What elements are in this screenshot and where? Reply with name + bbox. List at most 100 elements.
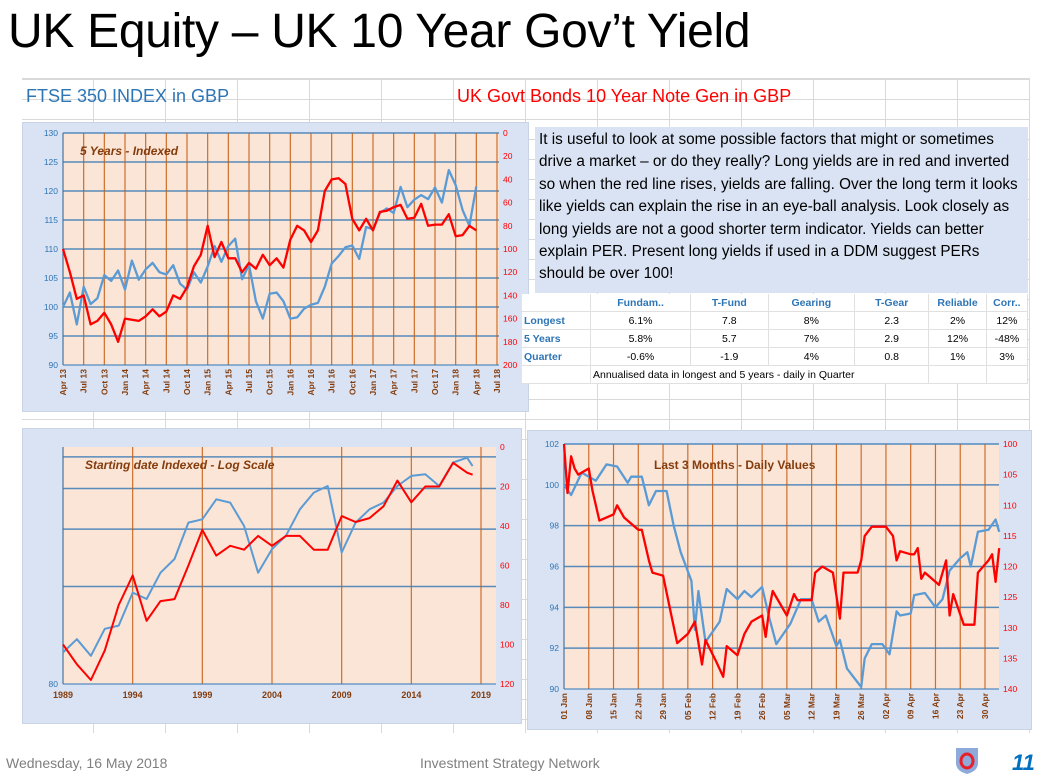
chart-log-scale: 1989 1994 1999 2004 2009 2014 2019 80 0 20 40 60 80 1… [22,428,522,724]
left-tick-label: 98 [550,521,560,531]
row-label: Quarter [522,347,591,366]
x-tick-label: 2009 [332,690,352,700]
table-row: 5 Years 5.8% 5.7 7% 2.9 12% -48% [522,329,1029,348]
x-tick-label: Jul 14 [161,369,171,393]
slide-title: UK Equity – UK 10 Year Gov’t Yield [8,5,751,58]
x-tick-label: Oct 15 [265,369,275,395]
x-tick-label: 12 Feb [708,693,718,720]
table-cell: 7% [768,329,856,348]
table-cell: -0.6% [590,347,692,366]
right-tick-label: 135 [1003,653,1017,663]
right-tick-label: 140 [1003,684,1017,694]
table-cell: 2.3 [854,311,930,330]
table-cell: 7.8 [690,311,769,330]
right-tick-label: 0 [500,442,505,452]
chart-5-years-svg: Apr 13 Jul 13 Oct 13 Jan 14 Apr 14 Jul 14 Oct … [44,128,518,396]
right-tick-label: 120 [503,267,517,277]
left-tick-label: 102 [545,439,559,449]
column-header: Corr.. [986,294,1029,312]
bond-yield-series-line [562,443,1001,678]
table-row: Quarter -0.6% -1.9 4% 0.8 1% 3% [522,347,1029,366]
right-tick-label: 180 [503,337,517,347]
equity-series-line [61,168,478,326]
x-tick-label: Jul 17 [409,369,419,393]
bond-yield-series-line [61,177,477,343]
stats-table: Fundam.. T-Fund Gearing T-Gear Reliable … [522,294,1029,384]
x-tick-label: Apr 17 [389,369,399,396]
table-cell: 8% [768,311,856,330]
right-tick-label: 110 [1003,500,1017,510]
x-tick-label: Oct 13 [99,369,109,395]
left-tick-label: 92 [550,643,560,653]
right-tick-label: 120 [1003,562,1017,572]
right-tick-label: 40 [503,174,513,184]
table-cell: 2% [928,311,987,330]
x-tick-label: Oct 17 [430,369,440,395]
x-tick-label: 2014 [401,690,421,700]
x-tick-label: 05 Feb [683,693,693,720]
x-tick-label: Oct 14 [182,369,192,395]
x-tick-label: Apr 16 [306,369,316,396]
row-label: 5 Years [522,329,591,348]
left-tick-label: 115 [44,215,58,225]
right-tick-label: 20 [500,482,510,492]
left-tick-label: 120 [44,186,58,196]
x-tick-label: 08 Jan [584,693,594,719]
x-tick-label: Apr 13 [58,369,68,396]
x-tick-label: 01 Jan [559,693,569,719]
x-tick-label: 09 Apr [906,692,916,719]
table-cell: -1.9 [690,347,769,366]
right-tick-label: 80 [500,600,510,610]
left-tick-label: 130 [44,128,58,138]
footer-org: Investment Strategy Network [420,755,600,771]
x-tick-label: 02 Apr [881,692,891,719]
commentary-textbox: It is useful to look at some possible fa… [535,127,1028,293]
right-tick-label: 40 [500,521,510,531]
table-cell: 2.9 [854,329,930,348]
table-cell: 1% [928,347,987,366]
x-tick-label: Apr 15 [223,369,233,396]
x-tick-label: 15 Jan [609,693,619,719]
x-tick-label: Jul 18 [492,369,502,393]
table-cell: 5.7 [690,329,769,348]
x-tick-label: 2004 [262,690,282,700]
table-row: Longest 6.1% 7.8 8% 2.3 2% 12% [522,311,1029,330]
chart-5-years-indexed: Apr 13 Jul 13 Oct 13 Jan 14 Apr 14 Jul 14 Oct … [22,122,529,412]
x-tick-label: Jan 16 [285,369,295,396]
left-tick-label: 90 [49,360,59,370]
x-tick-label: 1999 [192,690,212,700]
left-tick-label: 100 [44,302,58,312]
shield-ring-logo-icon [956,748,978,774]
right-tick-label: 0 [503,128,508,138]
x-tick-label: 30 Apr [980,692,990,719]
x-tick-label: 12 Mar [807,692,817,720]
page-number: 11 [1012,750,1035,775]
equity-header: FTSE 350 INDEX in GBP [26,86,230,106]
right-tick-label: 20 [503,151,513,161]
x-tick-label: 19 Feb [732,693,742,720]
right-tick-label: 115 [1003,531,1017,541]
left-tick-label: 90 [550,684,560,694]
right-tick-label: 100 [1003,439,1017,449]
right-tick-label: 100 [500,640,514,650]
stats-header-row: Fundam.. T-Fund Gearing T-Gear Reliable … [522,294,1029,312]
chart-last-3-months-svg: 01 Jan 08 Jan 15 Jan 22 Jan 29 Jan 05 Feb 12 F… [545,439,1018,720]
left-tick-label: 110 [44,244,58,254]
right-tick-label: 80 [503,221,513,231]
column-header: Gearing [768,294,856,312]
left-tick-label: 80 [49,679,59,689]
table-cell: 6.1% [590,311,692,330]
x-tick-label: Jan 18 [451,369,461,396]
right-tick-label: 105 [1003,470,1017,480]
plot-area [63,447,496,684]
table-note: Annualised data in longest and 5 years -… [590,365,930,384]
table-cell: 12% [986,311,1029,330]
x-tick-label: 05 Mar [782,692,792,720]
right-tick-label: 60 [500,561,510,571]
chart-last-3-months: 01 Jan 08 Jan 15 Jan 22 Jan 29 Jan 05 Feb 12 F… [527,430,1032,730]
x-tick-label: 19 Mar [831,692,841,720]
x-tick-label: 16 Apr [930,692,940,719]
x-tick-label: 29 Jan [658,693,668,719]
table-cell: -48% [986,329,1029,348]
x-tick-label: Apr 14 [141,369,151,396]
